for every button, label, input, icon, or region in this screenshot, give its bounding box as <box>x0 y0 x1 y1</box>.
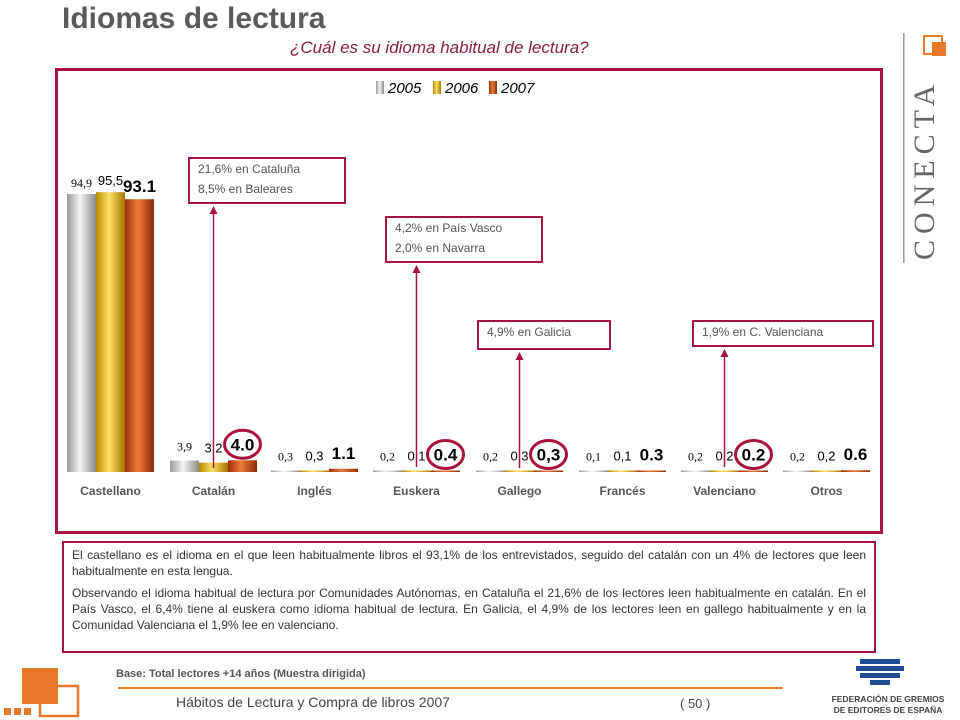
x-tick-label-otros: Otros <box>810 484 842 498</box>
legend-swatch-2006 <box>433 81 441 94</box>
data-label-gallego-2007: 0,3 <box>537 446 561 465</box>
bar-otros-2007 <box>841 470 870 472</box>
x-tick-label-francés: Francés <box>599 484 645 498</box>
x-tick-label-catalán: Catalán <box>192 484 235 498</box>
callout-arrowhead-euskera <box>412 265 421 273</box>
conecta-logo-text: CONECTA <box>908 79 941 260</box>
federation-logo: FEDERACIÓN DE GREMIOS DE EDITORES DE ESP… <box>832 659 945 715</box>
bar-catalán-2005 <box>170 460 199 472</box>
callout-arrowhead-gallego <box>515 352 524 360</box>
page-title: Idiomas de lectura <box>62 2 326 35</box>
callout-line: 4,9% en Galicia <box>487 325 572 339</box>
bar-castellano-2005 <box>67 193 96 472</box>
highlight-circle-euskera <box>426 439 465 470</box>
bar-catalán-2007 <box>228 460 257 472</box>
data-label-otros-2005: 0,2 <box>790 450 805 464</box>
data-label-inglés-2007: 1.1 <box>332 444 356 463</box>
data-label-francés-2006: 0,1 <box>613 449 631 464</box>
bar-castellano-2006 <box>96 192 125 472</box>
callout-arrowhead-catalán <box>209 206 218 214</box>
bar-francés-2005 <box>579 470 608 472</box>
report-title: Hábitos de Lectura y Compra de libros 20… <box>176 694 450 710</box>
data-label-francés-2007: 0.3 <box>640 446 664 465</box>
data-label-otros-2007: 0.6 <box>844 445 868 464</box>
legend-swatch-2005 <box>376 81 384 94</box>
conecta-logo: CONECTA <box>903 33 946 263</box>
summary-text-box: El castellano es el idioma en el que lee… <box>62 541 876 653</box>
data-label-castellano-2007: 93.1 <box>123 177 156 196</box>
bar-euskera-2005 <box>373 470 402 472</box>
callout-arrowhead-valenciano <box>720 349 729 357</box>
summary-paragraph-1: El castellano es el idioma en el que lee… <box>72 548 866 578</box>
callout-line: 2,0% en Navarra <box>395 241 486 255</box>
bar-euskera-2006 <box>402 470 431 472</box>
bar-gallego-2007 <box>534 470 563 472</box>
footer-divider <box>118 687 783 689</box>
data-label-euskera-2007: 0.4 <box>434 446 458 465</box>
highlight-circle-valenciano <box>734 439 773 470</box>
callout-gallego: 4,9% en Galicia <box>477 320 611 350</box>
page-number: ( 50 ) <box>680 696 711 711</box>
federation-line-1: FEDERACIÓN DE GREMIOS <box>832 693 945 704</box>
page-subtitle: ¿Cuál es su idioma habitual de lectura? <box>290 38 589 57</box>
x-tick-label-valenciano: Valenciano <box>693 484 756 498</box>
callout-euskera: 4,2% en País Vasco 2,0% en Navarra <box>385 216 543 263</box>
callout-line: 4,2% en País Vasco <box>395 221 503 235</box>
data-label-euskera-2005: 0,2 <box>380 450 395 464</box>
x-tick-label-inglés: Inglés <box>297 484 332 498</box>
data-label-castellano-2006: 95,5 <box>98 173 123 188</box>
legend-label-2005: 2005 <box>387 80 422 97</box>
data-label-valenciano-2005: 0,2 <box>688 450 703 464</box>
bar-francés-2006 <box>608 470 637 472</box>
bar-inglés-2007 <box>329 468 358 472</box>
bar-francés-2007 <box>637 470 666 472</box>
data-label-inglés-2005: 0,3 <box>278 450 293 464</box>
bar-valenciano-2007 <box>739 470 768 472</box>
data-label-catalán-2005: 3,9 <box>177 440 192 454</box>
bar-inglés-2006 <box>300 470 329 472</box>
data-label-gallego-2005: 0,2 <box>483 450 498 464</box>
data-label-castellano-2005: 94,9 <box>71 176 92 190</box>
callout-line: 1,9% en C. Valenciana <box>702 325 824 339</box>
data-label-otros-2006: 0,2 <box>817 449 835 464</box>
x-tick-label-gallego: Gallego <box>497 484 541 498</box>
bar-otros-2006 <box>812 470 841 472</box>
base-note: Base: Total lectores +14 años (Muestra d… <box>116 668 366 680</box>
bar-otros-2005 <box>783 470 812 472</box>
data-label-valenciano-2007: 0.2 <box>742 446 766 465</box>
bar-gallego-2005 <box>476 470 505 472</box>
data-label-inglés-2006: 0,3 <box>305 449 323 464</box>
highlight-circle-gallego <box>529 439 568 470</box>
legend-label-2007: 2007 <box>500 80 535 97</box>
highlight-circle-catalán <box>223 428 262 460</box>
callout-catalán: 21,6% en Cataluña 8,5% en Baleares <box>188 157 346 204</box>
bar-gallego-2006 <box>505 470 534 472</box>
data-label-francés-2005: 0,1 <box>586 450 601 464</box>
chart-frame <box>55 68 883 534</box>
federation-line-2: DE EDITORES DE ESPAÑA <box>834 705 943 715</box>
bar-euskera-2007 <box>431 470 460 472</box>
bar-valenciano-2005 <box>681 470 710 472</box>
x-tick-label-castellano: Castellano <box>80 484 141 498</box>
bar-castellano-2007 <box>125 199 154 473</box>
decorative-squares-logo <box>4 668 80 718</box>
legend-swatch-2007 <box>489 81 497 94</box>
legend-label-2006: 2006 <box>444 80 479 97</box>
x-tick-label-euskera: Euskera <box>393 484 440 498</box>
callout-line: 8,5% en Baleares <box>198 182 293 196</box>
bar-inglés-2005 <box>271 470 300 472</box>
summary-paragraph-2: Observando el idioma habitual de lectura… <box>72 586 866 632</box>
bar-valenciano-2006 <box>710 470 739 472</box>
callout-valenciano: 1,9% en C. Valenciana <box>692 320 874 347</box>
data-label-catalán-2007: 4.0 <box>231 435 255 454</box>
callout-line: 21,6% en Cataluña <box>198 162 301 176</box>
